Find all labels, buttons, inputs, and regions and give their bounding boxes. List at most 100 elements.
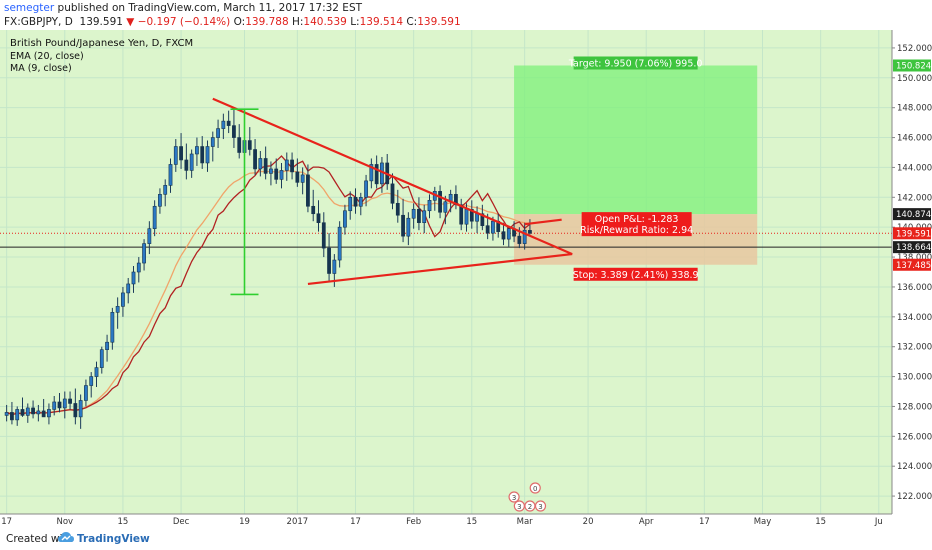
candle-body [232, 125, 236, 138]
y-tick-label: 152.000 [897, 44, 932, 54]
candle-body [522, 229, 527, 244]
candle-body [25, 407, 30, 416]
candle-body [10, 412, 14, 421]
y-tick-label: 130.000 [897, 373, 932, 383]
candle-body [506, 228, 511, 240]
candle-body [221, 120, 226, 129]
candle-body [316, 213, 321, 224]
down-arrow-icon: ▼ [126, 16, 135, 28]
candle-body [68, 398, 72, 404]
candle-body [528, 230, 532, 234]
price-label-box [893, 59, 931, 72]
candle-body [36, 410, 41, 415]
publish-line: semegter published on TradingView.com, M… [4, 2, 362, 14]
candle-body [390, 183, 395, 204]
price-change: −0.197 (−0.14%) [137, 16, 231, 28]
candle-body [62, 398, 67, 409]
candle-body [168, 164, 173, 186]
author-link[interactable]: semegter [4, 2, 55, 14]
candle-body [20, 409, 25, 416]
x-tick-label: Apr [639, 517, 654, 527]
candle-body [475, 213, 479, 222]
candle-body [327, 247, 331, 274]
x-tick-label: 17 [1, 517, 12, 527]
candle-body [480, 213, 485, 226]
candle-body [110, 312, 115, 343]
price-label-box [893, 227, 931, 240]
close-value: 139.591 [417, 16, 461, 28]
x-tick-label: 15 [815, 517, 826, 527]
candle-body [406, 217, 411, 237]
y-axis-background [892, 30, 932, 514]
candle-body [195, 146, 199, 155]
candle-body [142, 243, 146, 264]
stop-label: Stop: 3.389 (2.41%) 338.9 [573, 270, 699, 281]
stop-label-box [573, 267, 698, 281]
x-tick-label: 2017 [287, 517, 309, 527]
event-icon-label: 3 [512, 494, 516, 502]
x-tick-label: 17 [699, 517, 710, 527]
chart-header: semegter published on TradingView.com, M… [0, 0, 932, 30]
pl-label-box [581, 212, 692, 237]
open-value: 139.788 [245, 16, 289, 28]
event-icon [534, 500, 547, 512]
candle-body [364, 180, 368, 198]
candle-body [94, 367, 99, 377]
candle-body [501, 231, 506, 240]
y-tick-label: 138.000 [897, 253, 932, 263]
low-value: 139.514 [359, 16, 403, 28]
y-tick-label: 128.000 [897, 402, 932, 412]
candle-body [115, 306, 120, 313]
event-icon-label: 2 [528, 503, 532, 511]
candle-body [279, 170, 284, 180]
low-label: L: [350, 16, 360, 28]
candle-body [401, 214, 405, 237]
y-tick-label: 124.000 [897, 462, 932, 472]
candle-body [126, 283, 131, 294]
high-label: H: [291, 16, 304, 28]
candle-body [15, 409, 20, 421]
target-label-box [573, 56, 698, 70]
risk-reward-label: Risk/Reward Ratio: 2.94 [580, 225, 693, 236]
x-tick-label: Ju [874, 517, 883, 527]
publish-text: published on TradingView.com, March 11, … [57, 2, 363, 14]
candle-body [73, 403, 78, 418]
x-tick-label: 17 [350, 517, 361, 527]
ema-line [6, 170, 531, 414]
candle-body [464, 208, 469, 225]
x-tick-label: Nov [56, 517, 73, 527]
x-tick-label: Dec [173, 517, 190, 527]
candle-body [41, 410, 46, 418]
event-icon-label: 3 [517, 503, 521, 511]
trendline-upper [212, 97, 573, 256]
candle-body [374, 164, 379, 185]
indicator-label: MA (9, close) [10, 63, 72, 74]
y-tick-label: 150.000 [897, 74, 932, 84]
footer: Created with TradingView [0, 527, 932, 550]
candle-body [226, 120, 231, 126]
indicator-label: EMA (20, close) [10, 51, 84, 62]
trendline-lower [307, 252, 573, 286]
candle-body [306, 174, 310, 207]
y-tick-label: 148.000 [897, 104, 932, 114]
candle-body [438, 191, 442, 213]
candle-body [269, 168, 273, 174]
price-label: 138.664 [896, 243, 931, 253]
candle-body [343, 210, 347, 228]
tradingview-brand[interactable]: TradingView [77, 533, 150, 545]
candle-body [353, 197, 358, 207]
x-axis-background [0, 514, 932, 527]
candle-body [332, 259, 337, 274]
y-tick-label: 132.000 [897, 343, 932, 353]
ohlc-line: FX:GBPJPY, D 139.591 ▼ −0.197 (−0.14%) O… [4, 16, 461, 28]
candle-body [485, 225, 490, 234]
high-value: 140.539 [303, 16, 347, 28]
price-label-box [893, 241, 931, 254]
target-label: Target: 9.950 (7.06%) 995.0 [568, 58, 703, 69]
candle-body [205, 146, 210, 164]
candle-body [427, 199, 432, 212]
candle-body [216, 128, 220, 138]
candle-body [517, 235, 522, 244]
price-chart[interactable]: Target: 9.950 (7.06%) 995.0 Open P&L: -1.… [0, 30, 932, 527]
candle-body [395, 202, 400, 216]
